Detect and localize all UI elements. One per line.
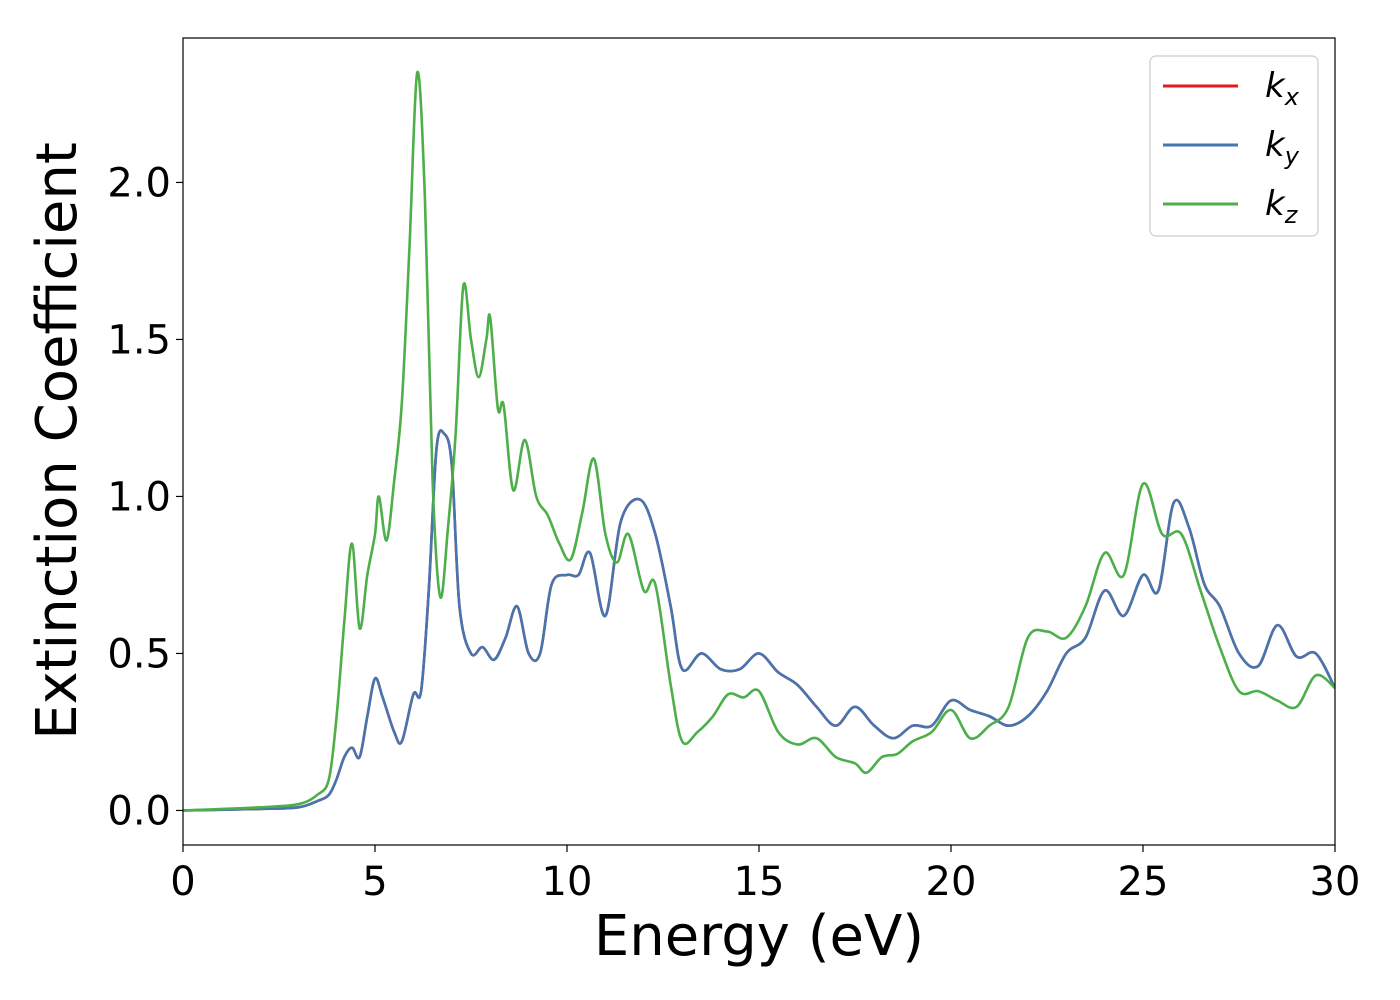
x-tick-label: 5: [362, 859, 387, 905]
y-tick-label: 0.0: [107, 788, 171, 834]
x-tick-label: 30: [1310, 859, 1361, 905]
x-tick-label: 15: [734, 859, 785, 905]
y-tick-label: 2.0: [107, 160, 171, 206]
x-tick-label: 0: [170, 859, 195, 905]
y-axis-ticks: 0.0 0.5 1.0 1.5 2.0: [107, 160, 183, 834]
y-axis-title: Extinction Coefficient: [25, 142, 90, 740]
x-axis-ticks: 0 5 10 15 20 25 30: [170, 845, 1360, 905]
legend-label-kx: kx: [1265, 66, 1300, 111]
legend: kx ky kz: [1149, 55, 1319, 237]
series-layer: [183, 70, 1335, 812]
x-tick-label: 10: [542, 859, 593, 905]
series-line-kz: [183, 70, 1335, 812]
x-axis-title: Energy (eV): [594, 904, 924, 969]
legend-label-ky: ky: [1265, 125, 1300, 170]
y-tick-label: 0.5: [107, 631, 171, 677]
x-tick-label: 25: [1118, 859, 1169, 905]
y-tick-label: 1.5: [107, 317, 171, 363]
x-tick-label: 20: [926, 859, 977, 905]
series-line-ky: [183, 429, 1335, 812]
legend-label-kz: kz: [1265, 184, 1299, 229]
y-tick-label: 1.0: [107, 474, 171, 520]
